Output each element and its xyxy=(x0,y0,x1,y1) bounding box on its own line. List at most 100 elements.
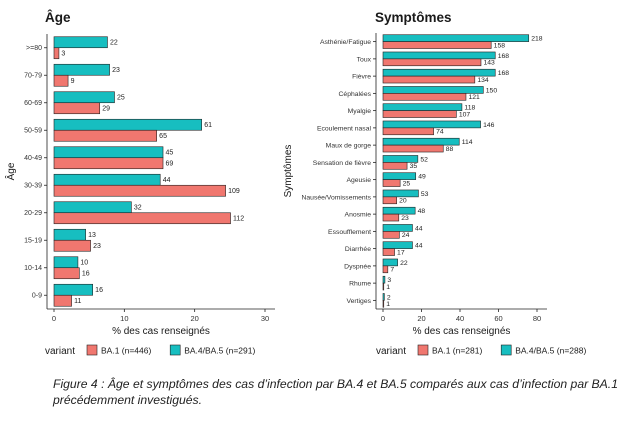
age-bar-ba45 xyxy=(53,283,93,296)
age-title: Âge xyxy=(45,10,71,25)
age-data-label: 61 xyxy=(204,122,212,129)
symptoms-data-label: 74 xyxy=(436,129,444,136)
symptoms-bar-ba1 xyxy=(382,282,385,291)
symptoms-bar-ba1 xyxy=(382,179,401,187)
symptoms-data-label: 17 xyxy=(397,249,405,256)
symptoms-bar-ba45 xyxy=(382,224,413,232)
age-category-label: 10-14 xyxy=(24,265,42,272)
symptoms-data-label: 2 xyxy=(387,294,391,301)
symptoms-data-label: 118 xyxy=(464,105,475,112)
age-category-label: 0-9 xyxy=(32,293,42,300)
symptoms-chart: Symptômes Symptômes 0 20 40 60 80 % des cas ren… xyxy=(283,10,586,357)
symptoms-x-tick-label: 40 xyxy=(456,314,464,323)
age-bar-ba1 xyxy=(53,47,60,60)
symptoms-bar-ba1 xyxy=(382,144,444,153)
symptoms-bar-ba1 xyxy=(382,300,385,308)
age-data-label: 29 xyxy=(102,106,110,113)
symptoms-data-label: 1 xyxy=(386,284,390,291)
symptoms-data-label: 22 xyxy=(400,260,408,267)
symptoms-bar-ba45 xyxy=(382,103,463,111)
symptoms-legend-title: variant xyxy=(376,346,406,357)
age-bar-ba1 xyxy=(53,102,101,115)
symptoms-x-axis-label: % des cas renseignés xyxy=(413,326,511,337)
symptoms-bar-ba45 xyxy=(382,172,417,180)
symptoms-x-tick-label: 80 xyxy=(533,314,541,323)
symptoms-bar-ba45 xyxy=(382,206,416,215)
symptoms-category-label: Myalgie xyxy=(348,108,372,115)
age-data-label: 25 xyxy=(117,95,125,102)
age-data-label: 10 xyxy=(80,260,88,267)
symptoms-data-label: 23 xyxy=(401,215,409,222)
age-data-label: 23 xyxy=(112,67,120,74)
symptoms-category-label: Nausée/Vomissements xyxy=(301,194,371,201)
age-bar-ba45 xyxy=(53,201,132,214)
age-bar-ba45 xyxy=(53,91,115,104)
age-bar-ba1 xyxy=(53,157,164,170)
age-data-label: 16 xyxy=(95,287,103,294)
legend-entry: BA.4/BA.5 (n=288) xyxy=(515,346,586,356)
symptoms-bar-ba1 xyxy=(382,196,397,205)
age-bar-ba45 xyxy=(53,118,202,131)
symptoms-data-label: 114 xyxy=(462,139,473,146)
symptoms-bar-ba45 xyxy=(382,293,385,301)
symptoms-bar-ba1 xyxy=(382,58,482,67)
age-data-label: 112 xyxy=(233,216,244,223)
age-category-label: 60-69 xyxy=(24,100,42,107)
symptoms-bar-ba1 xyxy=(382,162,408,170)
age-x-tick-label: 20 xyxy=(190,314,198,323)
symptoms-data-label: 7 xyxy=(390,267,394,274)
symptoms-category-label: Fièvre xyxy=(352,74,371,81)
symptoms-data-label: 143 xyxy=(483,60,495,67)
symptoms-bar-ba1 xyxy=(382,127,434,136)
age-category-label: 70-79 xyxy=(24,73,42,80)
age-data-label: 16 xyxy=(82,271,90,278)
symptoms-data-label: 24 xyxy=(402,232,410,239)
age-bar-ba45 xyxy=(53,256,79,269)
age-data-label: 23 xyxy=(93,243,101,250)
age-data-label: 9 xyxy=(71,78,75,85)
symptoms-bar-ba45 xyxy=(382,241,413,249)
symptoms-data-label: 150 xyxy=(486,87,498,94)
legend-swatch xyxy=(417,344,429,356)
age-category-label: 40-49 xyxy=(24,155,42,162)
symptoms-data-label: 35 xyxy=(410,163,418,170)
age-data-label: 69 xyxy=(166,161,174,168)
symptoms-category-label: Céphalées xyxy=(339,91,372,98)
age-category-label: 20-29 xyxy=(24,210,42,217)
symptoms-data-label: 25 xyxy=(403,180,411,187)
age-category-label: >=80 xyxy=(26,45,42,52)
age-bar-ba1 xyxy=(53,212,231,225)
legend-entry: BA.1 (n=281) xyxy=(432,346,482,356)
symptoms-data-label: 146 xyxy=(483,122,495,129)
legend-entry: BA.4/BA.5 (n=291) xyxy=(184,346,255,356)
symptoms-data-label: 53 xyxy=(421,191,429,198)
symptoms-y-axis-label: Symptômes xyxy=(283,145,294,198)
symptoms-data-label: 44 xyxy=(415,225,423,232)
symptoms-category-label: Toux xyxy=(357,56,372,63)
symptoms-data-label: 158 xyxy=(494,42,506,49)
age-bar-ba1 xyxy=(53,129,157,142)
symptoms-x-tick-label: 0 xyxy=(381,314,385,323)
age-data-label: 3 xyxy=(61,51,65,58)
symptoms-bar-ba1 xyxy=(382,41,492,49)
age-data-label: 45 xyxy=(166,150,174,157)
symptoms-bar-ba45 xyxy=(382,86,484,94)
symptoms-bar-ba45 xyxy=(382,258,398,267)
symptoms-category-label: Essoufflement xyxy=(328,229,371,236)
age-data-label: 13 xyxy=(88,232,96,239)
symptoms-data-label: 48 xyxy=(418,208,426,215)
age-category-label: 15-19 xyxy=(24,238,42,245)
symptoms-data-label: 107 xyxy=(459,111,471,118)
age-category-label: 30-39 xyxy=(24,183,42,190)
legend-entry: BA.1 (n=446) xyxy=(101,346,151,356)
age-bar-ba1 xyxy=(53,294,72,307)
symptoms-x-tick-label: 20 xyxy=(417,314,425,323)
symptoms-data-label: 49 xyxy=(418,174,426,181)
symptoms-data-label: 121 xyxy=(468,94,480,101)
age-bar-ba1 xyxy=(53,184,226,197)
age-data-label: 44 xyxy=(163,177,171,184)
legend-swatch xyxy=(500,344,512,356)
symptoms-bar-ba45 xyxy=(382,275,386,284)
age-legend-title: variant xyxy=(45,346,75,357)
